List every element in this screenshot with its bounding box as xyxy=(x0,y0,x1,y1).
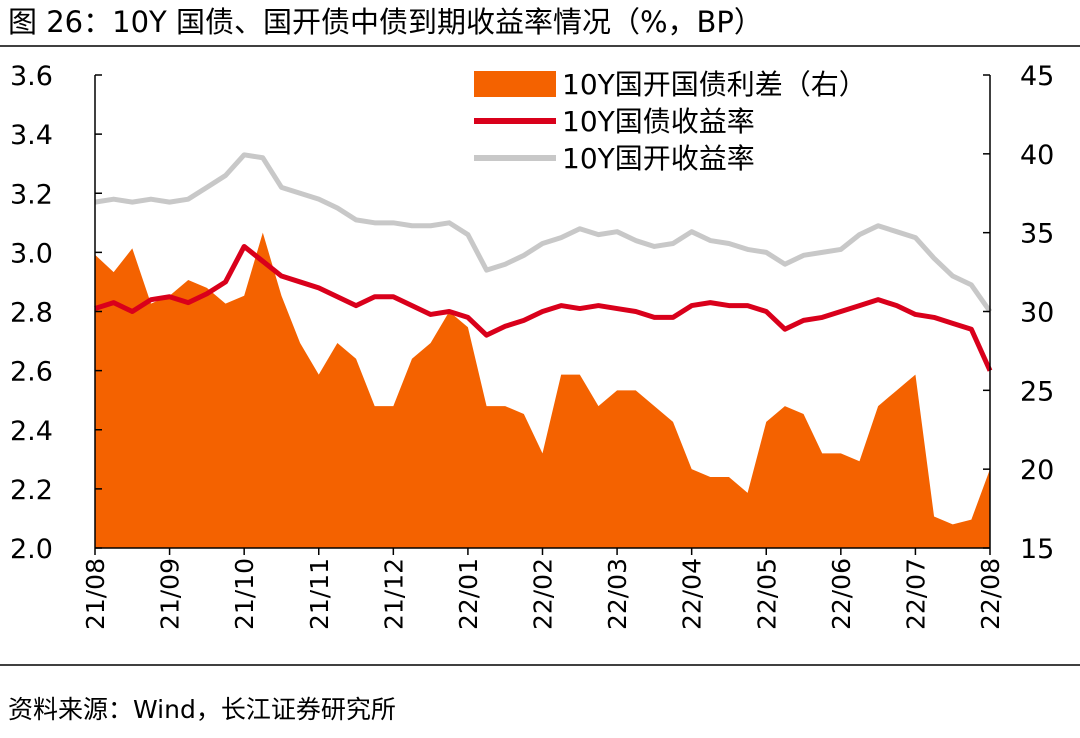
x-tick-label: 22/08 xyxy=(976,558,1005,630)
x-tick-label: 22/05 xyxy=(752,558,781,630)
y2-tick-label: 15 xyxy=(1020,534,1054,565)
yield-line xyxy=(94,243,993,372)
x-tick-label: 22/01 xyxy=(454,558,483,630)
y-tick-label: 2.2 xyxy=(10,475,53,506)
legend-label: 10Y国开国债利差（右） xyxy=(562,68,867,101)
x-tick-label: 21/11 xyxy=(305,558,334,630)
y-tick-label: 3.4 xyxy=(10,120,53,151)
y2-tick-label: 45 xyxy=(1020,61,1054,92)
y-tick-label: 3.0 xyxy=(10,238,53,269)
x-tick-label: 22/02 xyxy=(529,558,558,630)
y2-tick-label: 35 xyxy=(1020,219,1054,250)
y-tick-label: 3.6 xyxy=(10,61,53,92)
y2-tick-label: 40 xyxy=(1020,140,1054,171)
y-tick-label: 2.6 xyxy=(10,357,53,388)
y-tick-label: 2.8 xyxy=(10,298,53,329)
legend-swatch xyxy=(474,71,556,97)
x-tick-label: 21/12 xyxy=(379,558,408,630)
y-tick-label: 3.2 xyxy=(10,179,53,210)
y-tick-label: 2.0 xyxy=(10,534,53,565)
spread-area xyxy=(95,232,990,548)
y2-tick-label: 20 xyxy=(1020,455,1054,486)
yield-line xyxy=(94,152,993,313)
x-tick-label: 22/07 xyxy=(901,558,930,630)
y2-tick-label: 25 xyxy=(1020,376,1054,407)
x-tick-label: 22/04 xyxy=(678,558,707,630)
x-tick-label: 21/09 xyxy=(156,558,185,630)
x-tick-label: 22/03 xyxy=(603,558,632,630)
x-tick-label: 21/08 xyxy=(81,558,110,630)
source-note: 资料来源：Wind，长江证券研究所 xyxy=(8,695,396,724)
legend-label: 10Y国债收益率 xyxy=(562,105,755,138)
x-tick-label: 22/06 xyxy=(827,558,856,630)
y-tick-label: 2.4 xyxy=(10,416,53,447)
legend-label: 10Y国开收益率 xyxy=(562,142,755,175)
x-tick-label: 21/10 xyxy=(230,558,259,630)
y2-tick-label: 30 xyxy=(1020,298,1054,329)
chart-title: 图 26：10Y 国债、国开债中债到期收益率情况（%，BP） xyxy=(8,5,763,39)
